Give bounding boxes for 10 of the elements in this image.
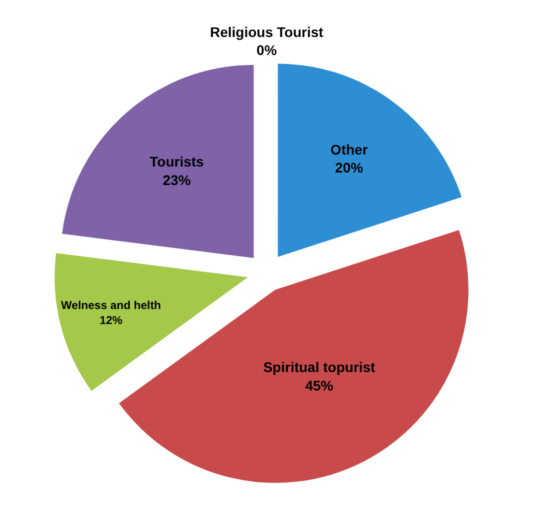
text: 0% — [256, 42, 277, 58]
slice-label: Other — [330, 141, 368, 158]
data-label: 45% — [305, 377, 334, 394]
data-label: 12% — [100, 314, 122, 327]
slice-label: Welness and helth — [61, 300, 162, 312]
category-label: Religious Tourist — [210, 24, 324, 40]
data-label: 20% — [335, 160, 364, 176]
slice-label: Tourists — [150, 154, 204, 170]
slice-label: Spiritual topurist — [263, 359, 376, 376]
data-label: 23% — [162, 172, 192, 188]
